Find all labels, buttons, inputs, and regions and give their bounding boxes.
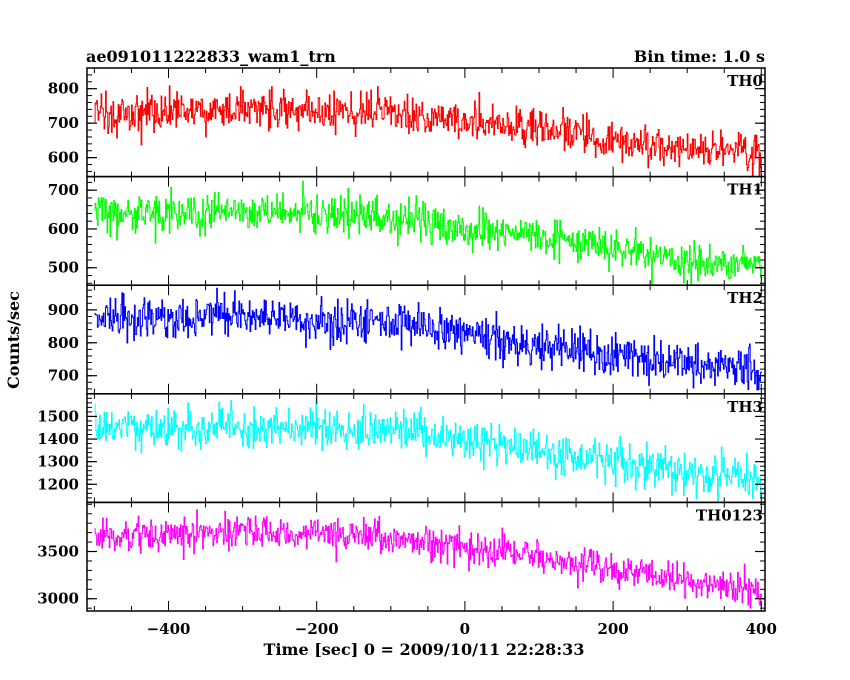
panel-th2: TH2 700 800 900 — [48, 284, 766, 395]
y-tick-label-th0123: 3000 — [37, 590, 79, 608]
y-tick-label-th2: 900 — [48, 301, 79, 319]
y-tick-label-th2: 800 — [48, 334, 79, 352]
x-tick-label: 0 — [460, 620, 470, 638]
panel-th0: TH0 600 700 800 — [48, 67, 766, 178]
panel-label-th0123: TH0123 — [696, 506, 763, 524]
panel-frame-th0123 — [86, 501, 766, 612]
chart-title: ae091011222833_wam1_trn — [86, 47, 336, 66]
panels-group: TH0 600 700 800 TH1 500 600 700 TH2 700 800 900 TH3 1… — [37, 67, 777, 638]
panel-th3: TH3 1200 1300 1400 1500 — [37, 393, 766, 504]
panel-label-th1: TH1 — [727, 181, 763, 199]
y-tick-label-th3: 1500 — [37, 407, 79, 425]
y-tick-label-th0: 600 — [48, 149, 79, 167]
panel-th1: TH1 500 600 700 — [48, 175, 766, 286]
y-tick-label-th3: 1200 — [37, 475, 79, 493]
panel-label-th3: TH3 — [727, 398, 763, 416]
x-tick-label: −400 — [147, 620, 191, 638]
y-tick-label-th3: 1300 — [37, 453, 79, 471]
y-tick-label-th1: 600 — [48, 220, 79, 238]
series-line-th0123 — [94, 509, 762, 609]
x-tick-label: −200 — [295, 620, 339, 638]
bin-time-label: Bin time: 1.0 s — [634, 47, 765, 66]
series-line-th0 — [94, 85, 762, 177]
series-line-th3 — [94, 397, 762, 502]
y-tick-label-th2: 700 — [48, 367, 79, 385]
y-tick-label-th3: 1400 — [37, 430, 79, 448]
panel-label-th0: TH0 — [727, 72, 763, 90]
x-tick-label: 200 — [597, 620, 628, 638]
y-tick-label-th0: 700 — [48, 114, 79, 132]
panel-th0123: TH0123 3000 3500 — [37, 501, 766, 612]
y-tick-label-th1: 500 — [48, 259, 79, 277]
y-tick-label-th1: 700 — [48, 181, 79, 199]
x-tick-label: 400 — [746, 620, 777, 638]
x-axis-label: Time [sec] 0 = 2009/10/11 22:28:33 — [264, 640, 585, 659]
series-line-th2 — [94, 287, 762, 391]
y-axis-label: Counts/sec — [4, 291, 23, 389]
panel-label-th2: TH2 — [727, 289, 763, 307]
series-line-th1 — [94, 180, 762, 286]
y-tick-label-th0: 800 — [48, 80, 79, 98]
y-tick-label-th0123: 3500 — [37, 543, 79, 561]
